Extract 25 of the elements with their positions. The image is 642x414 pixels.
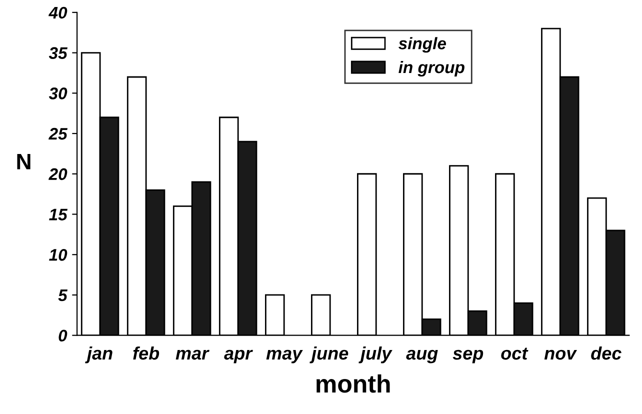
- x-tick-label: may: [266, 350, 303, 364]
- x-tick-label: dec: [591, 346, 622, 360]
- legend-label: single: [398, 37, 446, 53]
- y-tick-label: 35: [48, 47, 68, 59]
- legend-label: in group: [398, 60, 464, 77]
- x-tick-label: apr: [224, 350, 253, 364]
- y-tick-label: 25: [48, 128, 68, 140]
- y-axis-title: N: [17, 154, 30, 170]
- y-tick-label: 10: [49, 249, 68, 261]
- y-tick-label: 20: [48, 168, 68, 180]
- y-tick-label: 5: [58, 290, 68, 302]
- x-tick-label: nov: [544, 350, 578, 360]
- x-tick-label: feb: [133, 346, 160, 360]
- x-tick-label: july: [358, 346, 392, 364]
- y-tick-label: 0: [58, 330, 68, 342]
- y-tick-label: 40: [48, 6, 68, 19]
- y-tick-label: 15: [49, 208, 68, 220]
- x-tick-label: jan: [85, 346, 112, 364]
- x-tick-label: aug: [406, 350, 438, 364]
- x-tick-label: oct: [501, 348, 528, 360]
- y-tick-label: 30: [48, 88, 68, 100]
- x-tick-label: mar: [176, 350, 210, 360]
- x-tick-label: sep: [452, 350, 484, 364]
- x-tick-label: june: [310, 346, 348, 364]
- x-axis-title: month: [316, 374, 390, 393]
